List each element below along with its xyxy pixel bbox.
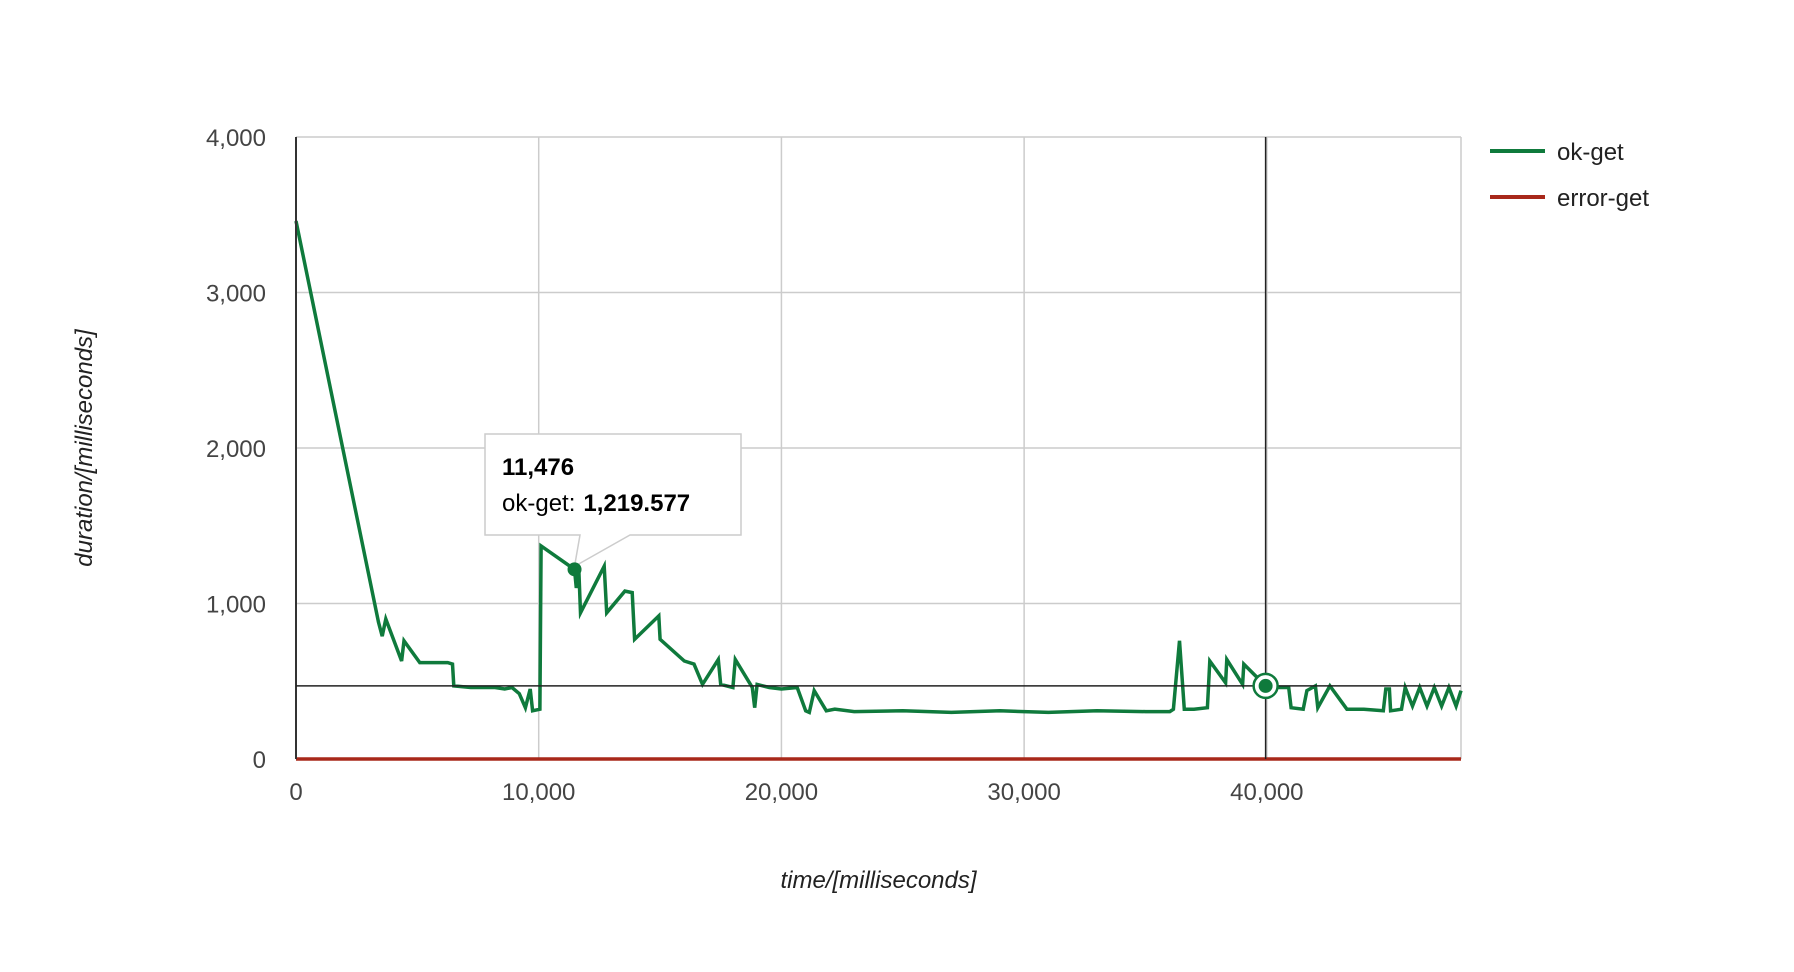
- crosshair: [296, 137, 1461, 759]
- y-tick-label: 2,000: [206, 436, 266, 463]
- x-tick-label: 30,000: [987, 779, 1060, 806]
- y-tick-label: 3,000: [206, 281, 266, 308]
- x-axis-ticks: 0 10,000 20,000 30,000 40,000: [289, 779, 1303, 806]
- x-tick-label: 20,000: [745, 779, 818, 806]
- legend-label-ok-get: ok-get: [1557, 139, 1624, 166]
- grid-lines: [296, 136, 1462, 759]
- x-tick-label: 40,000: [1230, 779, 1303, 806]
- tooltip-value: 1,219.577: [583, 490, 690, 517]
- x-tick-label: 0: [289, 779, 302, 806]
- crosshair-point: [1258, 678, 1273, 693]
- tooltip-box: [484, 433, 742, 568]
- x-axis-label: time/[milliseconds]: [780, 867, 977, 894]
- tooltip-data-point: [567, 562, 582, 577]
- y-tick-label: 0: [253, 747, 266, 774]
- tooltip-title: 11,476: [502, 454, 574, 481]
- y-axis-label: duration/[milliseconds]: [71, 328, 98, 567]
- x-tick-label: 10,000: [502, 779, 575, 806]
- series-line-ok-get: [294, 220, 1463, 715]
- legend: ok-get error-get: [1490, 139, 1649, 212]
- series-layer: [294, 220, 1463, 761]
- y-tick-label: 1,000: [206, 592, 266, 619]
- y-axis-ticks: 0 1,000 2,000 3,000 4,000: [206, 125, 266, 774]
- y-tick-label: 4,000: [206, 125, 266, 152]
- legend-label-error-get: error-get: [1557, 185, 1649, 212]
- tooltip: 11,476 ok-get: 1,219.577: [484, 433, 742, 577]
- tooltip-series-label: ok-get:: [502, 490, 575, 517]
